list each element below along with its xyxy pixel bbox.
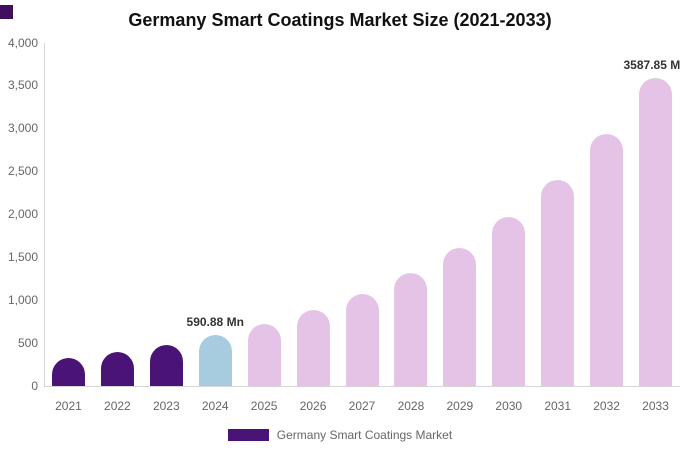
bar-2025[interactable] bbox=[247, 324, 281, 386]
bar-2031[interactable] bbox=[541, 179, 575, 386]
x-axis-label-2033: 2033 bbox=[642, 399, 669, 413]
x-axis-label-2022: 2022 bbox=[104, 399, 131, 413]
legend-label: Germany Smart Coatings Market bbox=[276, 428, 453, 442]
bar-2024[interactable] bbox=[198, 335, 232, 386]
bar-2029[interactable] bbox=[443, 247, 477, 386]
x-axis-line bbox=[44, 386, 680, 387]
bar-2027[interactable] bbox=[345, 293, 379, 386]
bar-2033[interactable] bbox=[639, 78, 673, 386]
x-axis-label-2027: 2027 bbox=[348, 399, 376, 413]
corner-logo-mark bbox=[0, 5, 13, 19]
legend-item[interactable]: Germany Smart Coatings Market bbox=[0, 426, 680, 444]
y-axis-label-500: 500 bbox=[17, 335, 38, 350]
x-axis-label-2025: 2025 bbox=[250, 399, 278, 413]
data-label-2033: 3587.85 Mn bbox=[623, 58, 680, 73]
x-axis-label-2031: 2031 bbox=[544, 399, 572, 413]
bar-2023[interactable] bbox=[149, 344, 183, 386]
x-axis-label-2024: 2024 bbox=[201, 399, 229, 413]
y-axis-label-2500: 2,500 bbox=[7, 164, 38, 179]
x-axis-label-2026: 2026 bbox=[299, 399, 327, 413]
bar-2030[interactable] bbox=[492, 217, 526, 386]
x-axis-label-2029: 2029 bbox=[446, 399, 474, 413]
y-axis-label-2000: 2,000 bbox=[7, 207, 38, 221]
x-axis-label-2023: 2023 bbox=[152, 399, 180, 413]
chart-title: Germany Smart Coatings Market Size (2021… bbox=[128, 10, 552, 30]
legend-swatch bbox=[227, 429, 269, 441]
y-axis-label-3500: 3,500 bbox=[7, 78, 38, 93]
y-axis-label-3000: 3,000 bbox=[7, 121, 38, 136]
y-axis-line bbox=[44, 43, 45, 386]
y-axis-label-1500: 1,500 bbox=[7, 249, 38, 264]
y-axis-label-0: 0 bbox=[31, 378, 38, 393]
bar-2022[interactable] bbox=[100, 352, 134, 386]
data-label-2024: 590.88 Mn bbox=[186, 315, 244, 330]
y-axis-label-1000: 1,000 bbox=[7, 292, 38, 307]
x-axis-label-2028: 2028 bbox=[397, 399, 425, 413]
x-axis-label-2032: 2032 bbox=[593, 399, 620, 413]
bar-2026[interactable] bbox=[296, 310, 330, 386]
x-axis-label-2021: 2021 bbox=[55, 399, 82, 413]
bar-2032[interactable] bbox=[590, 133, 624, 386]
bar-2028[interactable] bbox=[394, 272, 428, 386]
x-axis-label-2030: 2030 bbox=[495, 399, 523, 413]
y-axis-label-4000: 4,000 bbox=[7, 35, 38, 50]
bar-2021[interactable] bbox=[51, 358, 85, 386]
